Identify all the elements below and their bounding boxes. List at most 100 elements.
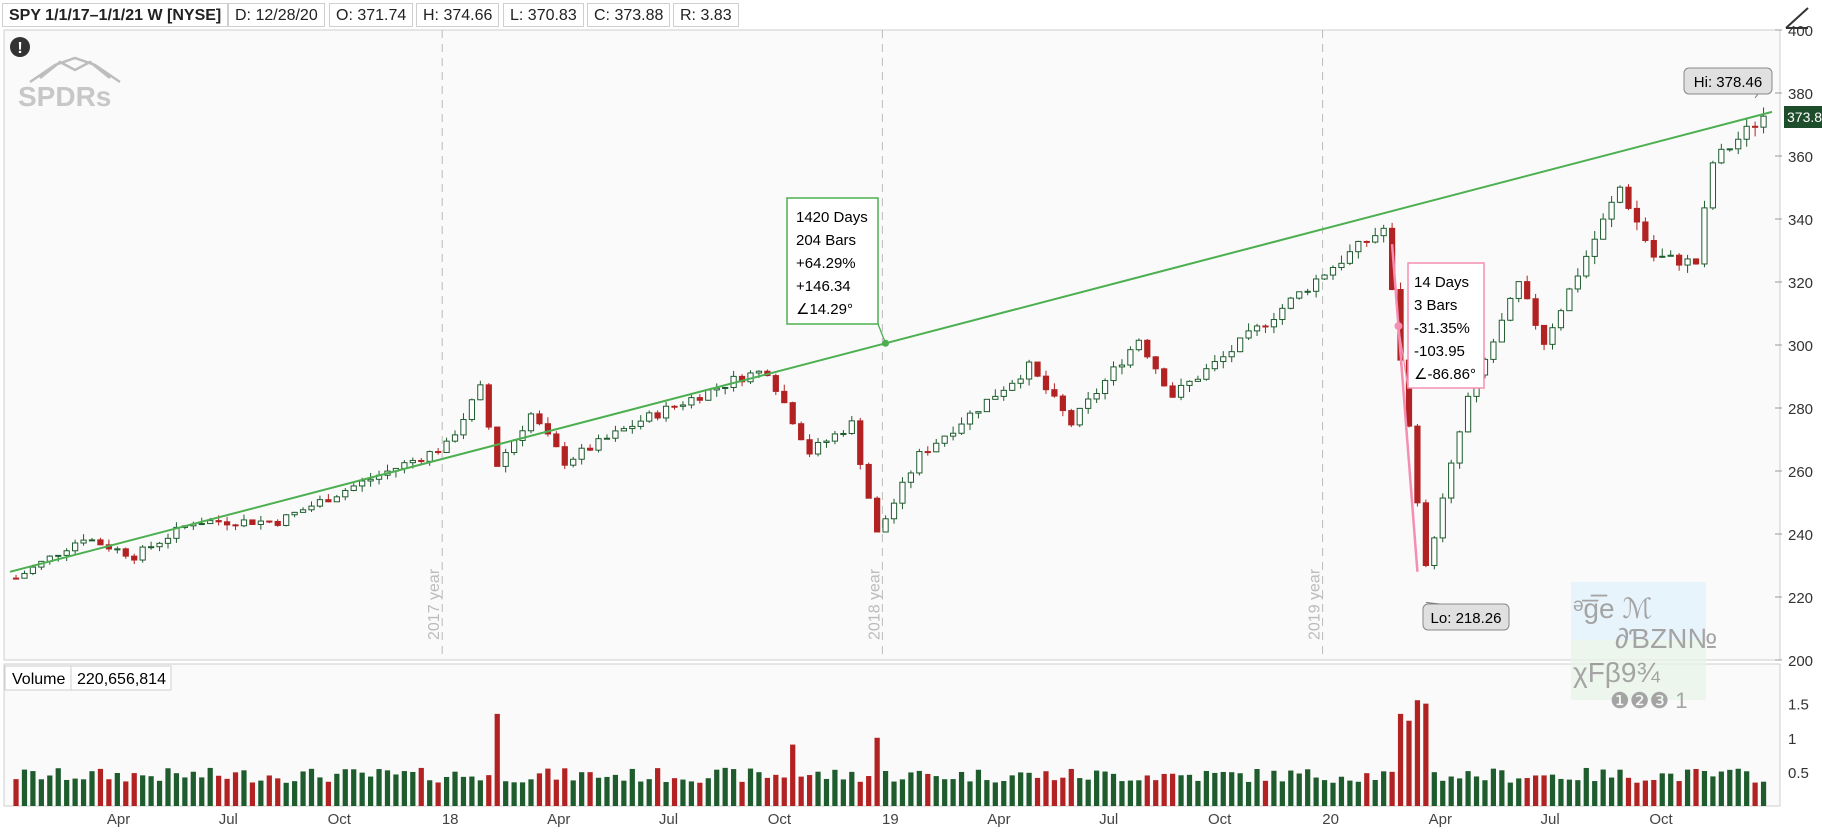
symbol-label[interactable]: SPY 1/1/17–1/1/21 W [NYSE] (2, 3, 229, 27)
x-axis-label: Jul (219, 811, 238, 828)
candle-up (1076, 407, 1083, 426)
volume-bar (1507, 782, 1513, 806)
drawing-tool-icon[interactable] (1785, 7, 1809, 29)
volume-bar (1237, 773, 1243, 806)
volume-bar (241, 770, 247, 806)
volume-bar (874, 737, 880, 806)
volume-bar (1321, 780, 1328, 806)
candle-up (156, 542, 163, 548)
candle-down (857, 420, 864, 465)
candle-down (1650, 240, 1657, 258)
volume-bar (460, 776, 467, 806)
candle-up (1338, 262, 1345, 269)
x-axis-label: Oct (1649, 811, 1673, 828)
volume-bar (503, 781, 509, 806)
volume-bar (317, 777, 323, 806)
volume-bar (1406, 720, 1412, 806)
candle-up (443, 440, 450, 453)
price-tick-label: 400 (1788, 23, 1813, 40)
volume-bar (891, 781, 897, 806)
volume-bar (739, 781, 745, 806)
volume-bar (984, 780, 990, 806)
volume-bar (832, 769, 838, 806)
candle-up (1439, 497, 1446, 539)
measure-green-box[interactable]: 1420 Days 204 Bars +64.29% +146.34 ∠14.2… (786, 197, 879, 325)
candle-up (595, 438, 602, 451)
high-readout: H: 374.66 (416, 3, 500, 27)
volume-bar (1710, 776, 1716, 806)
candle-up (1009, 382, 1016, 391)
measure-green-line-3: +64.29% (796, 255, 856, 272)
candle-up (1017, 378, 1024, 384)
volume-bar (283, 782, 289, 806)
price-panel[interactable] (3, 29, 1781, 661)
candle-up (1245, 330, 1252, 339)
candle-up (1237, 337, 1244, 353)
trendline[interactable] (9, 110, 1773, 573)
volume-bar (1448, 776, 1454, 806)
volume-bar (1541, 775, 1547, 806)
candle-up (350, 485, 357, 491)
candle-up (1321, 274, 1328, 280)
measure-pink-line-3: -31.35% (1414, 320, 1470, 337)
x-axis-label: Oct (328, 811, 352, 828)
volume-bar (1094, 770, 1100, 806)
candle-up (240, 519, 248, 527)
candle-up (1608, 201, 1615, 220)
candle-up (1583, 255, 1590, 277)
candle-down (553, 433, 560, 448)
volume-bar (216, 775, 222, 806)
candle-up (1135, 339, 1142, 351)
price-tick-label: 300 (1788, 338, 1813, 355)
spdrs-logo: ! SPDRs (10, 37, 121, 112)
candle-down (1414, 425, 1421, 504)
candle-up (1616, 186, 1624, 203)
volume-bar (1355, 781, 1361, 806)
candle-up (890, 502, 898, 520)
volume-label: Volume (12, 671, 65, 688)
candle-up (1498, 319, 1505, 343)
volume-bar (562, 768, 568, 806)
volume-bar (646, 779, 652, 806)
volume-bar (114, 772, 120, 806)
candle-down (1676, 254, 1683, 266)
candle-up (1735, 138, 1742, 150)
candle-up (367, 478, 374, 482)
volume-bar (756, 772, 762, 806)
candle-down (435, 451, 442, 454)
measure-green-line-1: 1420 Days (796, 209, 868, 226)
volume-tick-label: 1 (1788, 731, 1796, 748)
volume-bar (1313, 777, 1319, 806)
measure-pink-box[interactable]: 14 Days 3 Bars -31.35% -103.95 ∠-86.86° (1407, 262, 1485, 389)
candle-up (80, 539, 87, 544)
volume-bar (1684, 769, 1691, 806)
volume-bar (1600, 769, 1606, 806)
measure-pink-line-4: -103.95 (1414, 343, 1465, 360)
candle-down (131, 555, 138, 561)
volume-tick-label: 0.5 (1788, 765, 1809, 782)
volume-bar (384, 770, 391, 806)
candle-up (603, 437, 611, 440)
candle-down (586, 447, 594, 451)
candle-up (511, 439, 518, 454)
volume-bar (595, 777, 602, 806)
watermark: ᵊg̅̅̅e ℳ ∂ƁZN№ χFβ9¾ ❶❷❸ 1 (1571, 582, 1717, 713)
candle-up (831, 433, 839, 442)
volume-bar (992, 782, 998, 806)
x-axis-label: Jul (1540, 811, 1559, 828)
candle-down (561, 446, 568, 466)
svg-text:❶❷❸ 1: ❶❷❸ 1 (1610, 688, 1688, 713)
candle-up (316, 499, 324, 507)
volume-bar (1482, 780, 1488, 806)
volume-bar (925, 773, 931, 806)
volume-bar (359, 772, 365, 806)
candle-down (274, 520, 281, 526)
measure-pink-line[interactable] (1390, 244, 1419, 572)
candle-up (899, 481, 906, 504)
candle-down (1262, 325, 1269, 328)
candle-down (122, 548, 129, 557)
year-label: 2019 year (1307, 568, 1324, 640)
candle-up (21, 572, 28, 579)
